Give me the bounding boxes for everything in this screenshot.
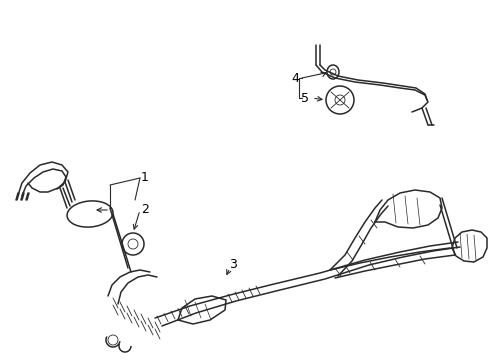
Ellipse shape [128, 239, 138, 249]
Circle shape [334, 95, 345, 105]
Ellipse shape [67, 201, 113, 227]
Circle shape [108, 335, 118, 345]
Text: 5: 5 [301, 91, 308, 104]
Ellipse shape [326, 65, 338, 79]
Text: 2: 2 [141, 203, 149, 216]
Circle shape [329, 69, 335, 75]
Text: 1: 1 [141, 171, 149, 184]
Circle shape [325, 86, 353, 114]
Text: 4: 4 [290, 72, 298, 85]
Ellipse shape [122, 233, 143, 255]
Text: 3: 3 [228, 257, 237, 270]
